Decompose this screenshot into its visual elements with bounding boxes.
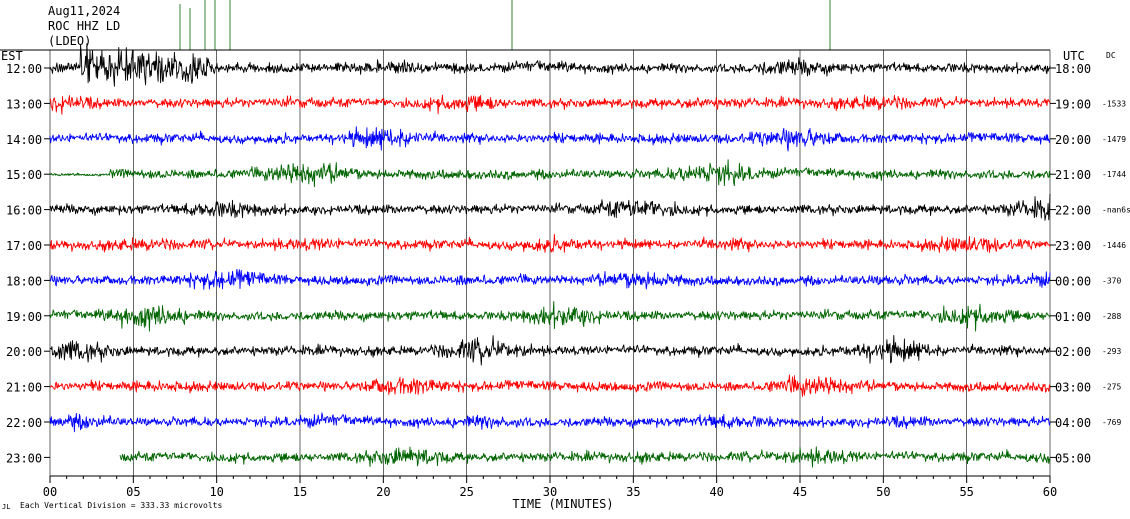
x-tick-label: 25 [459, 485, 473, 499]
trace-line [119, 446, 1051, 468]
dc-offset-label: -1744 [1102, 170, 1126, 179]
trace-line [49, 193, 1051, 221]
utc-hour-label: 20:00 [1055, 133, 1091, 147]
utc-hour-label: 01:00 [1055, 310, 1091, 324]
x-tick-label: 40 [709, 485, 723, 499]
dc-offset-labels: -1533 -1479 -1744 -nan6s6d -1446 -370 -288 -293… [1102, 99, 1130, 427]
scale-note: Each Vertical Division = 333.33 microvol… [20, 501, 222, 510]
est-hour-label: 13:00 [6, 97, 42, 111]
x-tick-label: 05 [126, 485, 140, 499]
utc-hour-label: 04:00 [1055, 416, 1091, 430]
trace-line [49, 94, 1051, 115]
trace-line [49, 412, 1051, 433]
x-tick-label: 10 [209, 485, 223, 499]
est-hour-label: 23:00 [6, 451, 42, 465]
header-network: (LDEO) [48, 34, 91, 48]
trace-line [49, 301, 1051, 332]
utc-hour-label: 19:00 [1055, 97, 1091, 111]
utc-hour-label: 23:00 [1055, 239, 1091, 253]
x-tick-label: 30 [543, 485, 557, 499]
est-hour-label: 22:00 [6, 416, 42, 430]
trace-line [49, 334, 1051, 366]
est-hour-label: 21:00 [6, 381, 42, 395]
x-tick-label: 20 [376, 485, 390, 499]
dc-offset-label: -370 [1102, 276, 1121, 285]
x-axis-title: TIME (MINUTES) [512, 497, 613, 511]
dc-offset-label: -769 [1102, 418, 1121, 427]
utc-hour-label: 03:00 [1055, 381, 1091, 395]
est-hour-label: 17:00 [6, 239, 42, 253]
trace-line [49, 159, 1051, 188]
trace-line [49, 268, 1051, 290]
trace-group [49, 0, 1051, 468]
x-tick-label: 60 [1043, 485, 1057, 499]
utc-hour-label: 21:00 [1055, 168, 1091, 182]
utc-hour-labels: 18:00 19:00 20:00 21:00 22:00 23:00 00:00 01:00… [1050, 62, 1091, 465]
dc-offset-label: -275 [1102, 383, 1121, 392]
est-hour-labels: 12:00 13:00 14:00 15:00 16:00 17:00 18:00 19:00… [6, 62, 50, 465]
utc-hour-label: 22:00 [1055, 204, 1091, 218]
trace-line [49, 126, 1051, 152]
x-tick-label: 00 [43, 485, 57, 499]
x-tick-labels: 00 05 10 15 20 25 30 35 40 45 50 55 60 [43, 476, 1057, 499]
dc-offset-label: -1479 [1102, 135, 1126, 144]
utc-hour-label: 00:00 [1055, 274, 1091, 288]
est-hour-label: 12:00 [6, 62, 42, 76]
est-hour-label: 19:00 [6, 310, 42, 324]
dc-offset-label: -1446 [1102, 241, 1126, 250]
utc-hour-label: 02:00 [1055, 345, 1091, 359]
utc-hour-label: 18:00 [1055, 62, 1091, 76]
header-station: ROC HHZ LD [48, 19, 120, 33]
x-tick-label: 50 [876, 485, 890, 499]
utc-hour-label: 05:00 [1055, 451, 1091, 465]
utc-axis-title: UTC [1063, 49, 1085, 63]
trace-line [49, 233, 1051, 253]
scale-icon: JL [2, 503, 10, 511]
trace-line [49, 43, 1051, 87]
dc-column-title: DC [1106, 51, 1116, 60]
est-hour-label: 15:00 [6, 168, 42, 182]
x-tick-label: 55 [959, 485, 973, 499]
grid-lines [49, 50, 1051, 476]
est-hour-label: 18:00 [6, 274, 42, 288]
x-tick-label: 45 [793, 485, 807, 499]
header-date: Aug11,2024 [48, 4, 120, 18]
dc-offset-label: -293 [1102, 347, 1121, 356]
dc-offset-label: -1533 [1102, 99, 1126, 108]
x-tick-label: 35 [626, 485, 640, 499]
est-axis-title: EST [1, 49, 23, 63]
dc-offset-label: -288 [1102, 312, 1121, 321]
est-hour-label: 14:00 [6, 133, 42, 147]
est-hour-label: 16:00 [6, 204, 42, 218]
dc-offset-label: -nan6s6d [1102, 206, 1130, 215]
x-tick-label: 15 [293, 485, 307, 499]
est-hour-label: 20:00 [6, 345, 42, 359]
trace-line [49, 374, 1051, 397]
